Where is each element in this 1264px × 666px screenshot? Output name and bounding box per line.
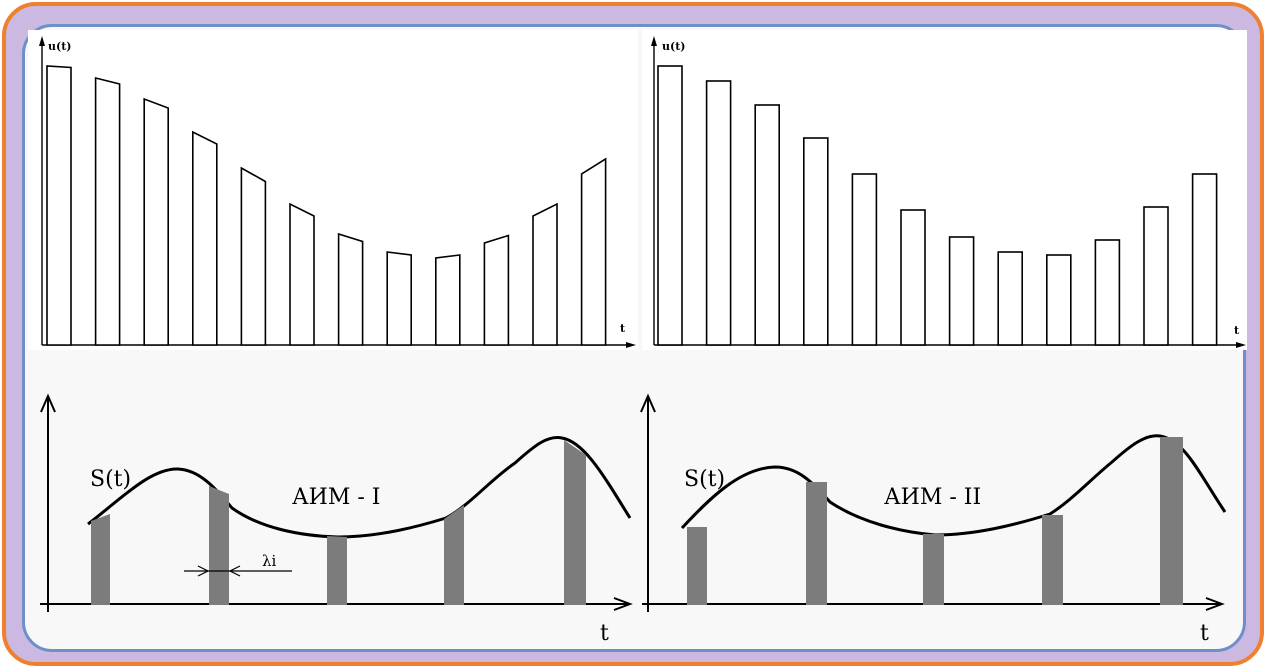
tr-bars-bar-7: [948, 236, 975, 346]
tl-bars-bar-4: [192, 130, 218, 346]
br-pulse-3: [923, 534, 944, 605]
tr-bars-bar-9: [1046, 254, 1072, 346]
bl-x-arrow: [613, 597, 633, 611]
tr-bars-bar-8: [997, 251, 1024, 346]
bl-pulse-5: [564, 440, 586, 605]
tr-x-label: t: [1234, 324, 1240, 337]
top-right-bar-chart: u(t) t: [651, 36, 1246, 348]
tl-bars-bar-9: [434, 254, 461, 346]
bl-pulse-2: [209, 486, 229, 605]
bl-pulse-3: [327, 536, 347, 605]
bl-width-arrow-left: [197, 565, 210, 577]
bl-y-arrow: [40, 393, 56, 413]
bottom-right-diagram: S(t) АИМ - II t: [640, 393, 1227, 646]
bl-width-label: λi: [262, 552, 277, 570]
tl-x-label: t: [620, 322, 626, 335]
bl-signal-curve: [87, 435, 632, 539]
br-curve-label: S(t): [684, 467, 725, 492]
br-pulse-2: [806, 482, 827, 605]
bl-x-label: t: [600, 621, 609, 646]
br-signal-curve: [680, 434, 1227, 537]
tr-x-arrow: [1236, 342, 1246, 348]
tr-bars: [657, 65, 1218, 346]
br-pulse-5: [1160, 437, 1183, 605]
tr-bars-bar-12: [1191, 173, 1218, 346]
bl-width-arrow-right: [228, 565, 241, 577]
tl-y-label: u(t): [48, 40, 72, 53]
tl-bars-bar-10: [483, 234, 510, 346]
tr-bars-bar-10: [1094, 239, 1121, 346]
tl-x-arrow: [626, 342, 636, 348]
tl-bars-bar-12: [580, 157, 607, 346]
br-y-arrow: [640, 393, 656, 413]
tl-bars: [46, 65, 607, 346]
br-pulse-1: [687, 527, 707, 605]
bl-pulse-1: [91, 514, 110, 605]
tl-bars-bar-8: [386, 251, 413, 346]
br-x-label: t: [1200, 621, 1209, 646]
tr-bars-bar-3: [754, 104, 781, 346]
tr-bars-bar-11: [1143, 206, 1169, 346]
tr-y-arrow: [651, 36, 657, 46]
tl-bars-bar-3: [143, 97, 169, 346]
bl-curve-label: S(t): [90, 467, 131, 492]
br-x-arrow: [1205, 597, 1225, 611]
tr-bars-bar-1: [657, 65, 683, 346]
bottom-left-diagram: λi S(t) АИМ - I t: [40, 393, 633, 646]
tr-bars-bar-5: [851, 173, 878, 346]
tl-bars-bar-6: [289, 202, 315, 346]
tr-bars-bar-4: [802, 137, 829, 346]
tl-bars-bar-11: [532, 202, 558, 346]
br-modulation-label: АИМ - II: [884, 485, 981, 510]
bl-modulation-label: АИМ - I: [292, 485, 380, 510]
tl-y-arrow: [39, 36, 45, 46]
tr-bars-bar-6: [900, 209, 926, 346]
bl-pulse-4: [444, 505, 464, 605]
tl-bars-bar-5: [240, 166, 267, 346]
tl-bars-bar-1: [46, 65, 72, 346]
tl-bars-bar-2: [94, 76, 121, 346]
tr-bars-bar-2: [705, 80, 732, 346]
tl-bars-bar-7: [337, 232, 364, 346]
top-left-bar-chart: u(t) t: [39, 36, 636, 348]
br-pulse-4: [1042, 515, 1063, 605]
tr-y-label: u(t): [662, 40, 686, 53]
